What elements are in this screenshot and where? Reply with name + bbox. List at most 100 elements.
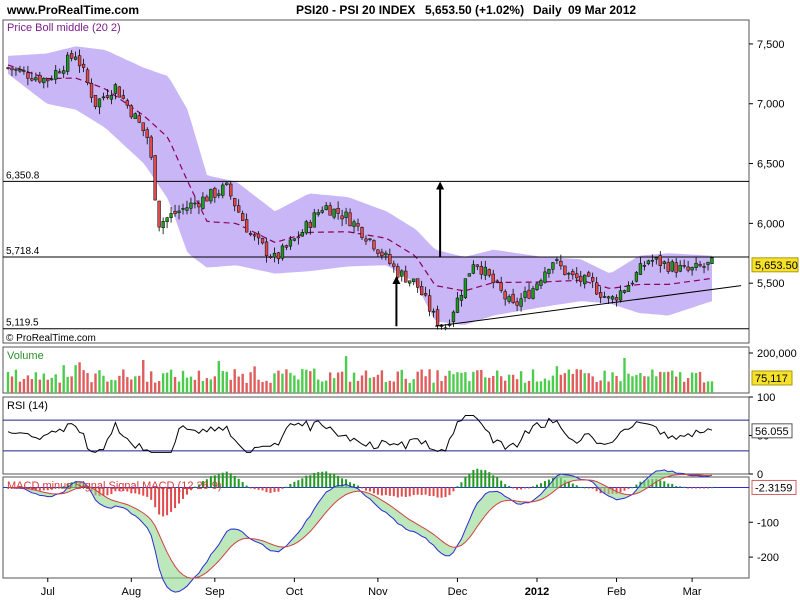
volume-bar	[440, 380, 443, 393]
instrument-title: PSI20 - PSI 20 INDEX	[296, 3, 415, 17]
macd-histogram-bar	[261, 487, 264, 491]
candle-body	[316, 212, 320, 215]
site-label[interactable]: www.ProRealTime.com	[6, 3, 139, 17]
macd-histogram-bar	[185, 487, 188, 495]
volume-bar	[563, 373, 567, 393]
candle-body	[304, 221, 308, 234]
volume-bar	[575, 369, 578, 393]
macd-histogram-bar	[464, 477, 467, 488]
candle-body	[145, 129, 149, 138]
date: 09 Mar 2012	[568, 3, 636, 17]
volume-bar	[384, 382, 388, 393]
rsi-panel	[2, 396, 750, 475]
volume-bar	[201, 381, 205, 393]
volume-bar	[651, 369, 654, 393]
candle-body	[58, 71, 62, 74]
candle-body	[324, 205, 328, 210]
macd-histogram-bar	[575, 485, 578, 488]
candle-body	[14, 68, 18, 71]
x-tick-label: Sep	[205, 586, 225, 598]
volume-bar	[209, 379, 213, 393]
volume-bar	[472, 371, 475, 393]
macd-histogram-bar	[297, 480, 300, 488]
volume-bar	[114, 380, 117, 393]
volume-bar	[30, 379, 34, 393]
volume-bar	[237, 376, 240, 393]
macd-histogram-bar	[58, 487, 61, 489]
candle-body	[89, 82, 94, 98]
volume-bar	[675, 376, 678, 393]
candle-body	[523, 291, 527, 298]
volume-bar	[376, 374, 380, 393]
candle-body	[527, 289, 531, 299]
macd-histogram-bar	[46, 487, 49, 491]
candle-body	[670, 261, 674, 272]
volume-bar	[106, 381, 109, 393]
volume-bar	[14, 369, 18, 393]
macd-histogram-bar	[30, 487, 33, 491]
volume-bar	[400, 369, 403, 393]
volume-bar	[408, 382, 411, 393]
candle-body	[404, 270, 408, 283]
volume-bar	[682, 381, 686, 393]
volume-bar	[424, 376, 427, 393]
volume-bar	[54, 374, 57, 393]
level-label: 5,119.5	[6, 318, 39, 329]
candle-body	[18, 69, 22, 72]
candle-body	[117, 86, 122, 98]
candle-body	[205, 196, 209, 202]
candle-body	[384, 252, 388, 256]
volume-bar	[352, 372, 356, 393]
price-tick-label: 5,500	[757, 278, 785, 290]
x-tick-label: 2012	[525, 586, 549, 598]
volume-bar	[380, 370, 384, 393]
volume-bar	[627, 373, 630, 393]
candle-body	[105, 95, 110, 98]
macd-histogram-bar	[98, 487, 101, 497]
candle-body	[209, 188, 213, 202]
candle-body	[137, 115, 141, 123]
volume-bar	[157, 381, 161, 393]
macd-histogram-bar	[508, 486, 511, 488]
candle-body	[252, 234, 257, 237]
candle-body	[376, 249, 380, 254]
macd-histogram-bar	[683, 486, 686, 488]
macd-histogram-bar	[130, 487, 133, 494]
macd-histogram-bar	[253, 487, 256, 490]
volume-bar	[428, 369, 431, 393]
candle-body	[547, 269, 551, 274]
volume-bar	[595, 381, 598, 393]
volume-bar	[392, 381, 396, 393]
candle-body	[503, 291, 507, 300]
macd-histogram-bar	[134, 487, 137, 494]
macd-histogram-bar	[428, 487, 431, 496]
volume-bar	[655, 376, 658, 393]
volume-bar	[639, 373, 642, 393]
candle-body	[153, 155, 157, 201]
macd-histogram-bar	[353, 483, 356, 488]
macd-histogram-bar	[269, 487, 272, 493]
macd-histogram-bar	[42, 487, 45, 491]
candle-body	[308, 222, 312, 228]
candle-body	[221, 184, 225, 196]
macd-histogram-bar	[301, 478, 304, 488]
volume-bar	[456, 372, 459, 393]
candle-body	[702, 266, 706, 268]
candle-body	[42, 78, 46, 84]
candle-body	[380, 251, 384, 257]
candle-body	[38, 74, 42, 83]
volume-bar	[698, 371, 702, 393]
macd-histogram-bar	[583, 487, 586, 489]
macd-histogram-bar	[408, 487, 411, 497]
candle-body	[419, 286, 424, 296]
candle-body	[332, 208, 336, 218]
macd-histogram-bar	[380, 487, 383, 496]
macd-histogram-bar	[146, 487, 149, 497]
candle-body	[654, 257, 658, 260]
volume-bar	[496, 370, 499, 393]
volume-bar	[432, 382, 435, 393]
volume-bar	[492, 375, 495, 393]
candle-body	[396, 266, 400, 278]
volume-bar	[50, 377, 53, 393]
volume-bar	[340, 371, 344, 393]
